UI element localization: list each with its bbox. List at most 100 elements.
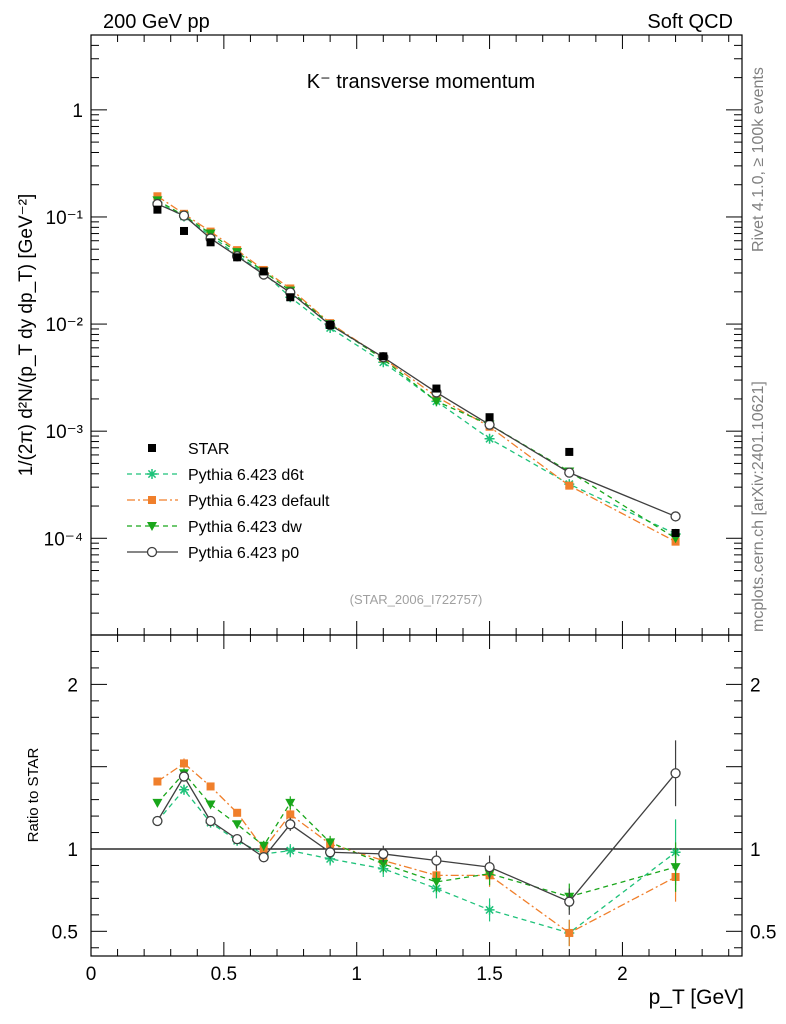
pythia-6-423-p0-ratio-point [178, 771, 190, 782]
legend-label-pythia-6-423-d6t: Pythia 6.423 d6t [188, 467, 304, 484]
pythia-6-423-dw-ratio-point [205, 800, 216, 810]
header-left: 200 GeV pp [103, 11, 210, 33]
series-pythia-6-423-p0 [152, 198, 681, 915]
legend-label-star: STAR [188, 441, 229, 458]
pythia-6-423-default-line [157, 195, 676, 543]
star-point [206, 238, 215, 247]
star-point [326, 321, 335, 330]
legend-label-pythia-6-423-dw: Pythia 6.423 dw [188, 519, 302, 536]
y-tick-label-main: 10⁻² [46, 315, 84, 336]
pythia-6-423-d6t-ratio-point [325, 853, 336, 864]
pythia-6-423-dw-ratio-point [670, 863, 681, 873]
ratio-panel-frame [90, 634, 743, 957]
legend-marker-pythia-6-423-default [148, 496, 156, 504]
y-tick-label-ratio-right: 1 [750, 840, 761, 861]
x-tick-label: 1.5 [476, 964, 502, 985]
chart-title: K⁻ transverse momentum [307, 71, 535, 93]
x-axis-label: p_T [GeV] [649, 986, 744, 1009]
pythia-6-423-p0-ratio-point [258, 852, 269, 863]
star-point [286, 293, 295, 302]
y-tick-label-main: 1 [72, 101, 83, 122]
y-tick-label-ratio-right: 0.5 [750, 922, 776, 943]
pythia-6-423-p0-point [484, 419, 495, 430]
pythia-6-423-dw-ratio-point [378, 859, 389, 869]
pythia-6-423-dw-ratio-point [431, 877, 442, 887]
star-point [233, 253, 242, 262]
pythia-6-423-p0-ratio-point [324, 847, 336, 858]
pythia-6-423-p0-ratio-point [205, 815, 216, 827]
series-pythia-6-423-d6t [152, 197, 681, 947]
header-right: Soft QCD [647, 11, 733, 33]
pythia-6-423-p0-line [157, 203, 676, 518]
pythia-6-423-default-ratio-point [565, 928, 574, 937]
star-point [180, 226, 188, 235]
analysis-id: (STAR_2006_I722757) [350, 592, 483, 607]
pythia-6-423-p0-ratio-point [378, 848, 389, 860]
y-tick-label-ratio-right: 2 [750, 675, 761, 696]
pythia-6-423-p0-ratio-point [231, 833, 243, 845]
star-point [432, 384, 441, 393]
star-point [153, 205, 162, 214]
legend-marker-pythia-6-423-p0 [146, 546, 158, 558]
pythia-6-423-default-point [565, 481, 574, 490]
pythia-6-423-p0-point [670, 511, 681, 522]
star-point [485, 413, 494, 422]
pythia-6-423-dw-ratio-point [285, 798, 296, 808]
pythia-6-423-dw-ratio-point [232, 820, 243, 830]
x-tick-label: 0 [86, 964, 97, 985]
star-point [671, 529, 680, 538]
y-tick-label-main: 10⁻³ [46, 422, 84, 443]
pythia-6-423-p0-ratio-point [152, 815, 163, 827]
pythia-6-423-p0-point [178, 210, 190, 221]
pythia-6-423-p0-ratio-point [431, 855, 442, 866]
y-tick-label-main: 10⁻¹ [46, 208, 84, 229]
legend-label-pythia-6-423-default: Pythia 6.423 default [188, 493, 330, 510]
legend: STAR Pythia 6.423 d6t Pythia 6.423 default… [127, 441, 330, 562]
series-star [153, 205, 680, 538]
star-point [259, 267, 268, 276]
pythia-6-423-d6t-ratio-line [156, 788, 676, 934]
series-layer [152, 192, 681, 947]
axis-ticks: 0 0.5 1 1.5 2 10⁻⁴ 10⁻³ 10⁻² 10⁻¹ 1 0.5 0.5 1 1 2 2 [44, 34, 776, 985]
series-pythia-6-423-default [153, 192, 680, 947]
pythia-6-423-d6t-ratio-point [179, 784, 189, 795]
pythia-6-423-d6t-point [484, 433, 495, 444]
x-tick-label: 1 [351, 964, 362, 985]
pythia-6-423-dw-ratio-point [258, 841, 269, 851]
pythia-6-423-dw-ratio-line [156, 772, 676, 898]
pythia-6-423-dw-point [431, 397, 442, 407]
legend-marker-pythia-6-423-dw [147, 522, 157, 531]
y-tick-label-ratio: 2 [67, 675, 78, 696]
pythia-6-423-default-ratio-point [233, 808, 242, 817]
pythia-6-423-default-ratio-point [286, 810, 295, 819]
pythia-6-423-dw-ratio-point [325, 838, 336, 848]
legend-marker-star [148, 444, 156, 452]
rivet-version-text: Rivet 4.1.0, ≥ 100k events [750, 67, 767, 252]
pythia-6-423-p0-ratio-point [564, 896, 575, 907]
pythia-6-423-p0-point [564, 467, 575, 478]
pythia-6-423-default-point [153, 192, 162, 201]
pythia-6-423-p0-ratio-point [285, 819, 296, 830]
pythia-6-423-default-ratio-point [153, 777, 162, 786]
pythia-6-423-d6t-ratio-point [285, 845, 296, 856]
pythia-6-423-p0-ratio-line [156, 772, 677, 903]
star-point [565, 447, 574, 456]
pythia-6-423-p0-ratio-point [670, 768, 681, 779]
pythia-6-423-default-ratio-line [157, 762, 676, 934]
pythia-6-423-d6t-line [157, 201, 676, 535]
mcplots-source-text: mcplots.cern.ch [arXiv:2401.10621] [750, 381, 767, 632]
y-axis-label-ratio: Ratio to STAR [25, 747, 42, 842]
x-tick-label: 2 [617, 964, 628, 985]
legend-marker-pythia-6-423-d6t [147, 469, 157, 479]
y-axis-label-main: 1/(2π) d²N/(p_T dy dp_T) [GeV⁻²] [16, 194, 37, 477]
star-point [379, 352, 388, 361]
pythia-6-423-default-ratio-point [206, 782, 215, 791]
pythia-6-423-dw-ratio-point [152, 798, 163, 808]
pythia-6-423-d6t-ratio-point [484, 904, 495, 915]
x-tick-label: 0.5 [211, 964, 237, 985]
y-tick-label-ratio: 0.5 [52, 922, 78, 943]
y-tick-label-ratio: 1 [67, 840, 78, 861]
legend-label-pythia-6-423-p0: Pythia 6.423 p0 [188, 545, 299, 562]
pythia-6-423-default-ratio-point [180, 759, 188, 768]
